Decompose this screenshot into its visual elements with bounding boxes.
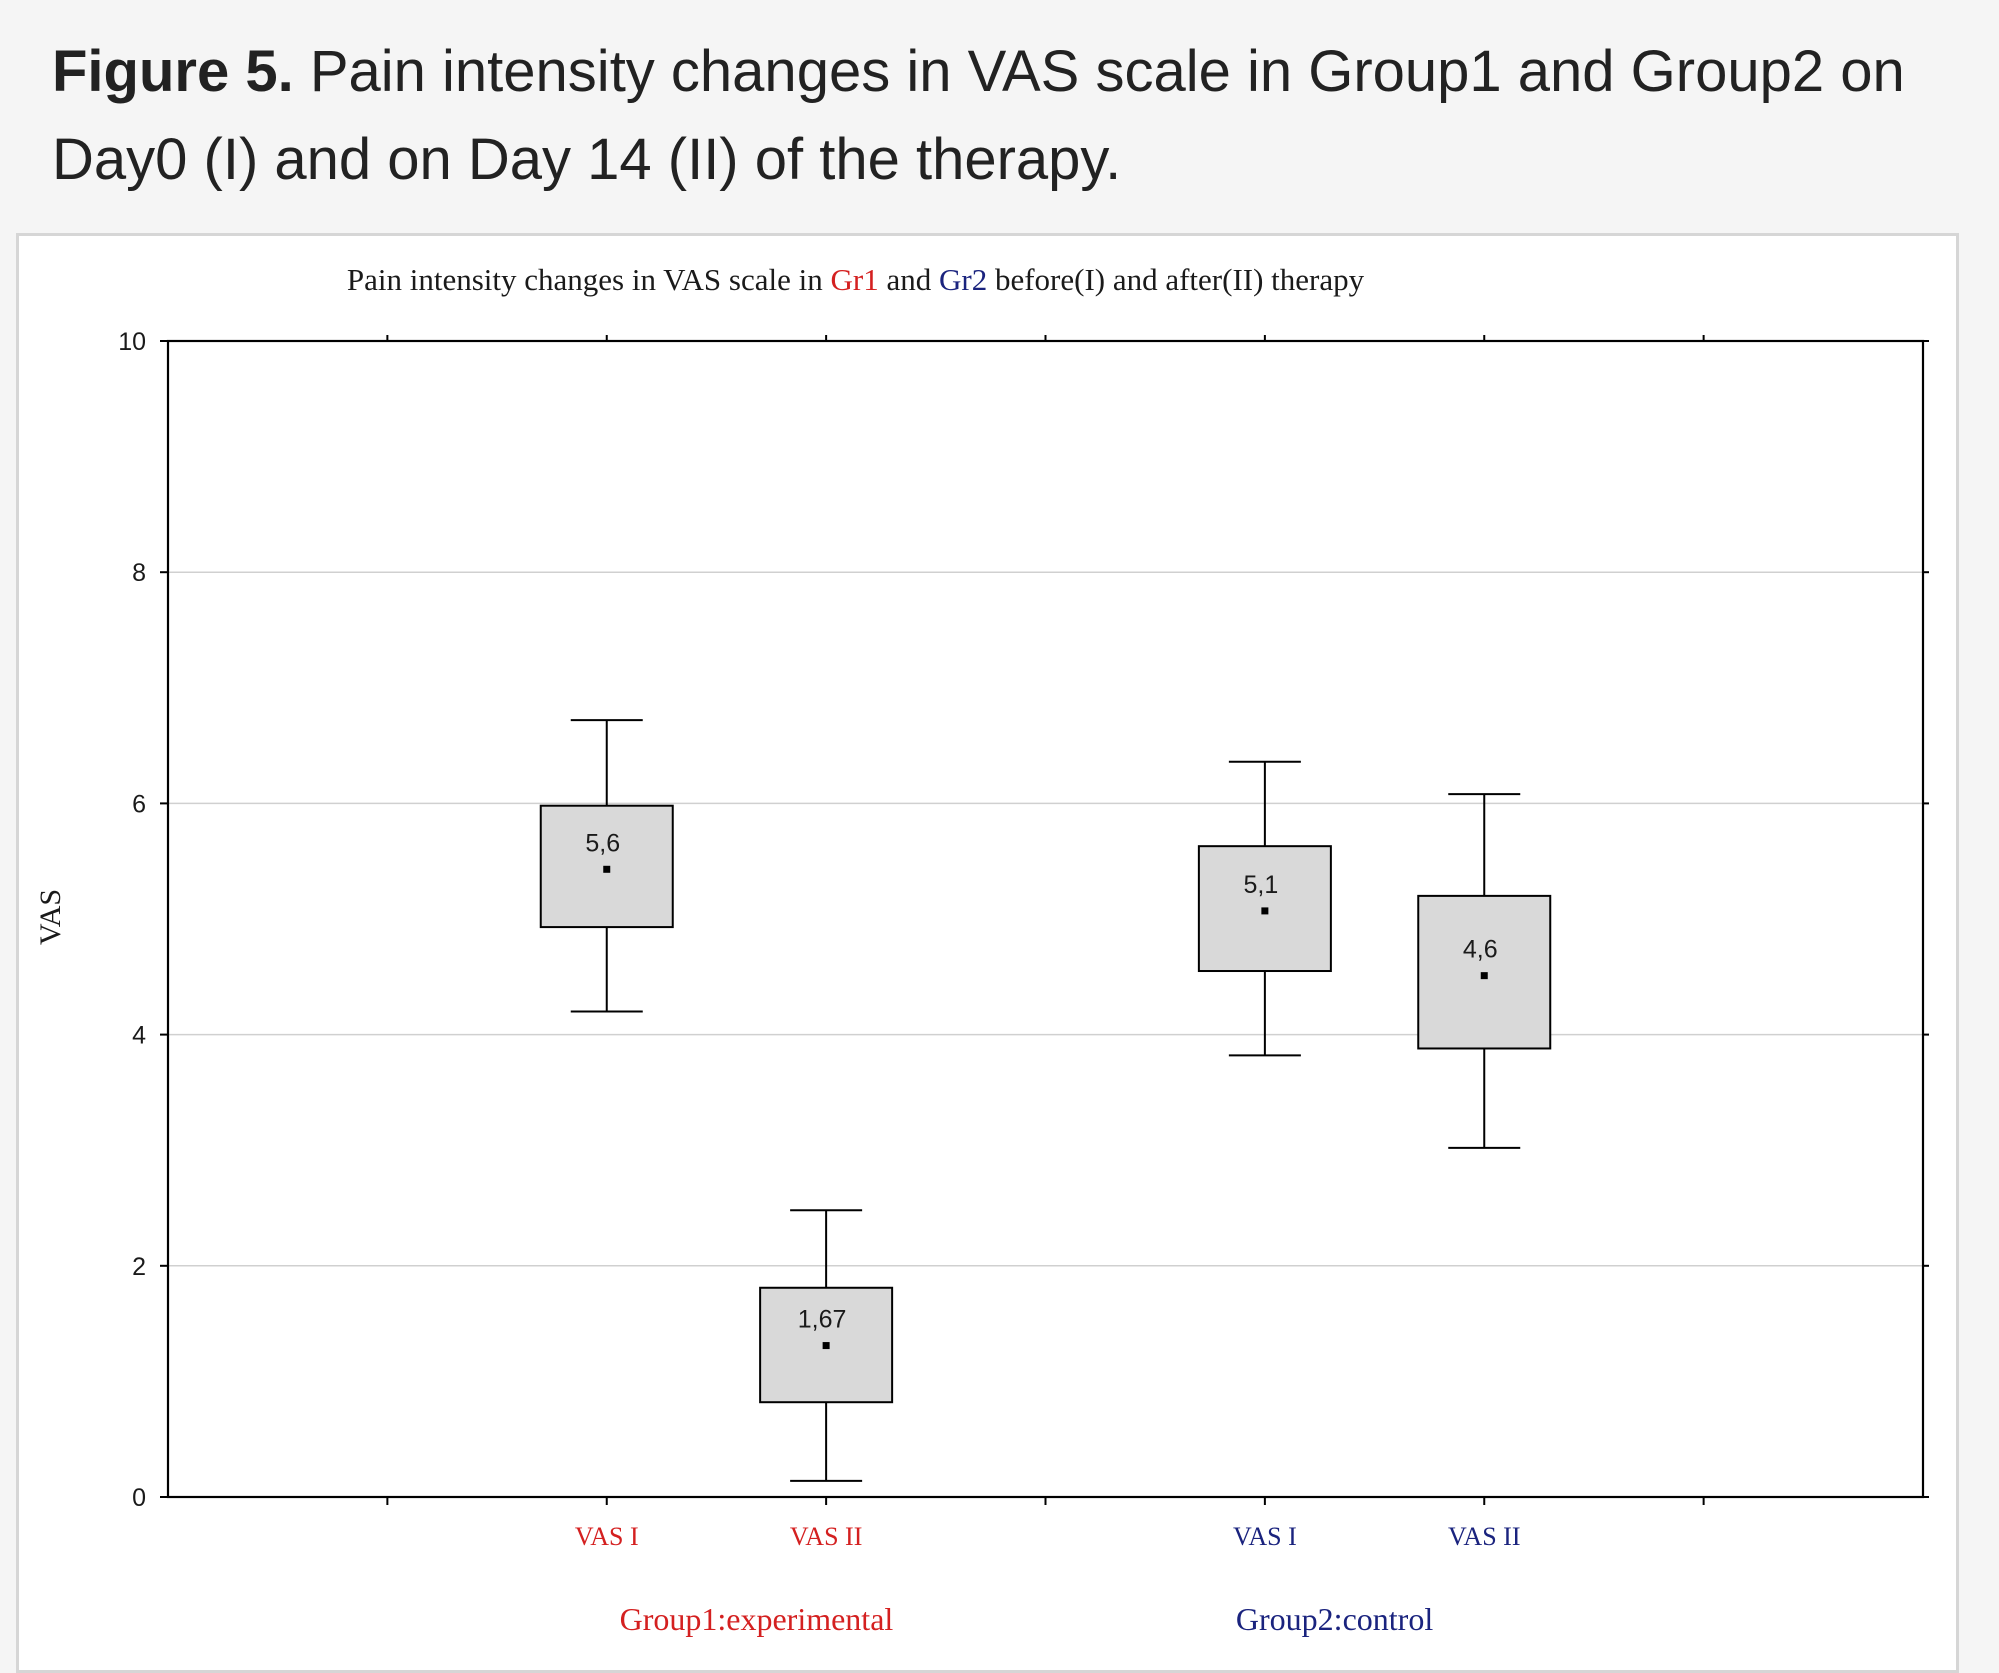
group-label-1: Group2:control xyxy=(1236,1601,1433,1637)
y-axis-label: VAS xyxy=(34,889,67,945)
mean-marker-3 xyxy=(1480,972,1488,980)
figure-caption-text: Pain intensity changes in VAS scale in G… xyxy=(52,39,1905,192)
box-0: 5,6 VAS I xyxy=(539,719,674,1551)
x-tick-label-0: VAS I xyxy=(575,1522,639,1551)
x-tick-label-3: VAS II xyxy=(1448,1522,1520,1551)
mean-marker-1 xyxy=(822,1342,830,1350)
chart-title-part-1: Gr1 xyxy=(831,262,879,297)
mean-label-2: 5,1 xyxy=(1243,871,1278,899)
y-tick-label-2: 2 xyxy=(132,1253,146,1281)
x-tick-label-2: VAS I xyxy=(1233,1522,1297,1551)
y-tick-label-10: 10 xyxy=(118,328,146,356)
figure-frame xyxy=(16,233,1959,1673)
y-tick-label-0: 0 xyxy=(132,1484,146,1512)
y-tick-label-8: 8 xyxy=(132,559,146,587)
chart-title: Pain intensity changes in VAS scale in G… xyxy=(347,262,1365,297)
chart-title-part-2: and xyxy=(879,262,939,297)
y-tick-label-4: 4 xyxy=(132,1022,146,1050)
box-3: 4,6 VAS II xyxy=(1417,793,1552,1551)
plot-area xyxy=(166,339,1925,1499)
mean-marker-2 xyxy=(1261,907,1269,915)
y-tick-label-6: 6 xyxy=(132,790,146,818)
box-1: 1,67 VAS II xyxy=(759,1209,894,1551)
figure-label: Figure 5. xyxy=(52,39,294,104)
chart-title-part-0: Pain intensity changes in VAS scale in xyxy=(347,262,831,297)
figure-caption: Figure 5. Pain intensity changes in VAS … xyxy=(52,28,1952,204)
chart-title-part-4: before(I) and after(II) therapy xyxy=(987,262,1364,297)
mean-label-3: 4,6 xyxy=(1463,936,1498,964)
box-2: 5,1 VAS I xyxy=(1197,760,1332,1551)
chart-title-part-3: Gr2 xyxy=(939,262,987,297)
mean-marker-0 xyxy=(603,865,611,873)
mean-label-0: 5,6 xyxy=(585,829,620,857)
x-tick-label-1: VAS II xyxy=(790,1522,862,1551)
mean-label-1: 1,67 xyxy=(798,1306,847,1334)
group-label-0: Group1:experimental xyxy=(620,1601,894,1637)
